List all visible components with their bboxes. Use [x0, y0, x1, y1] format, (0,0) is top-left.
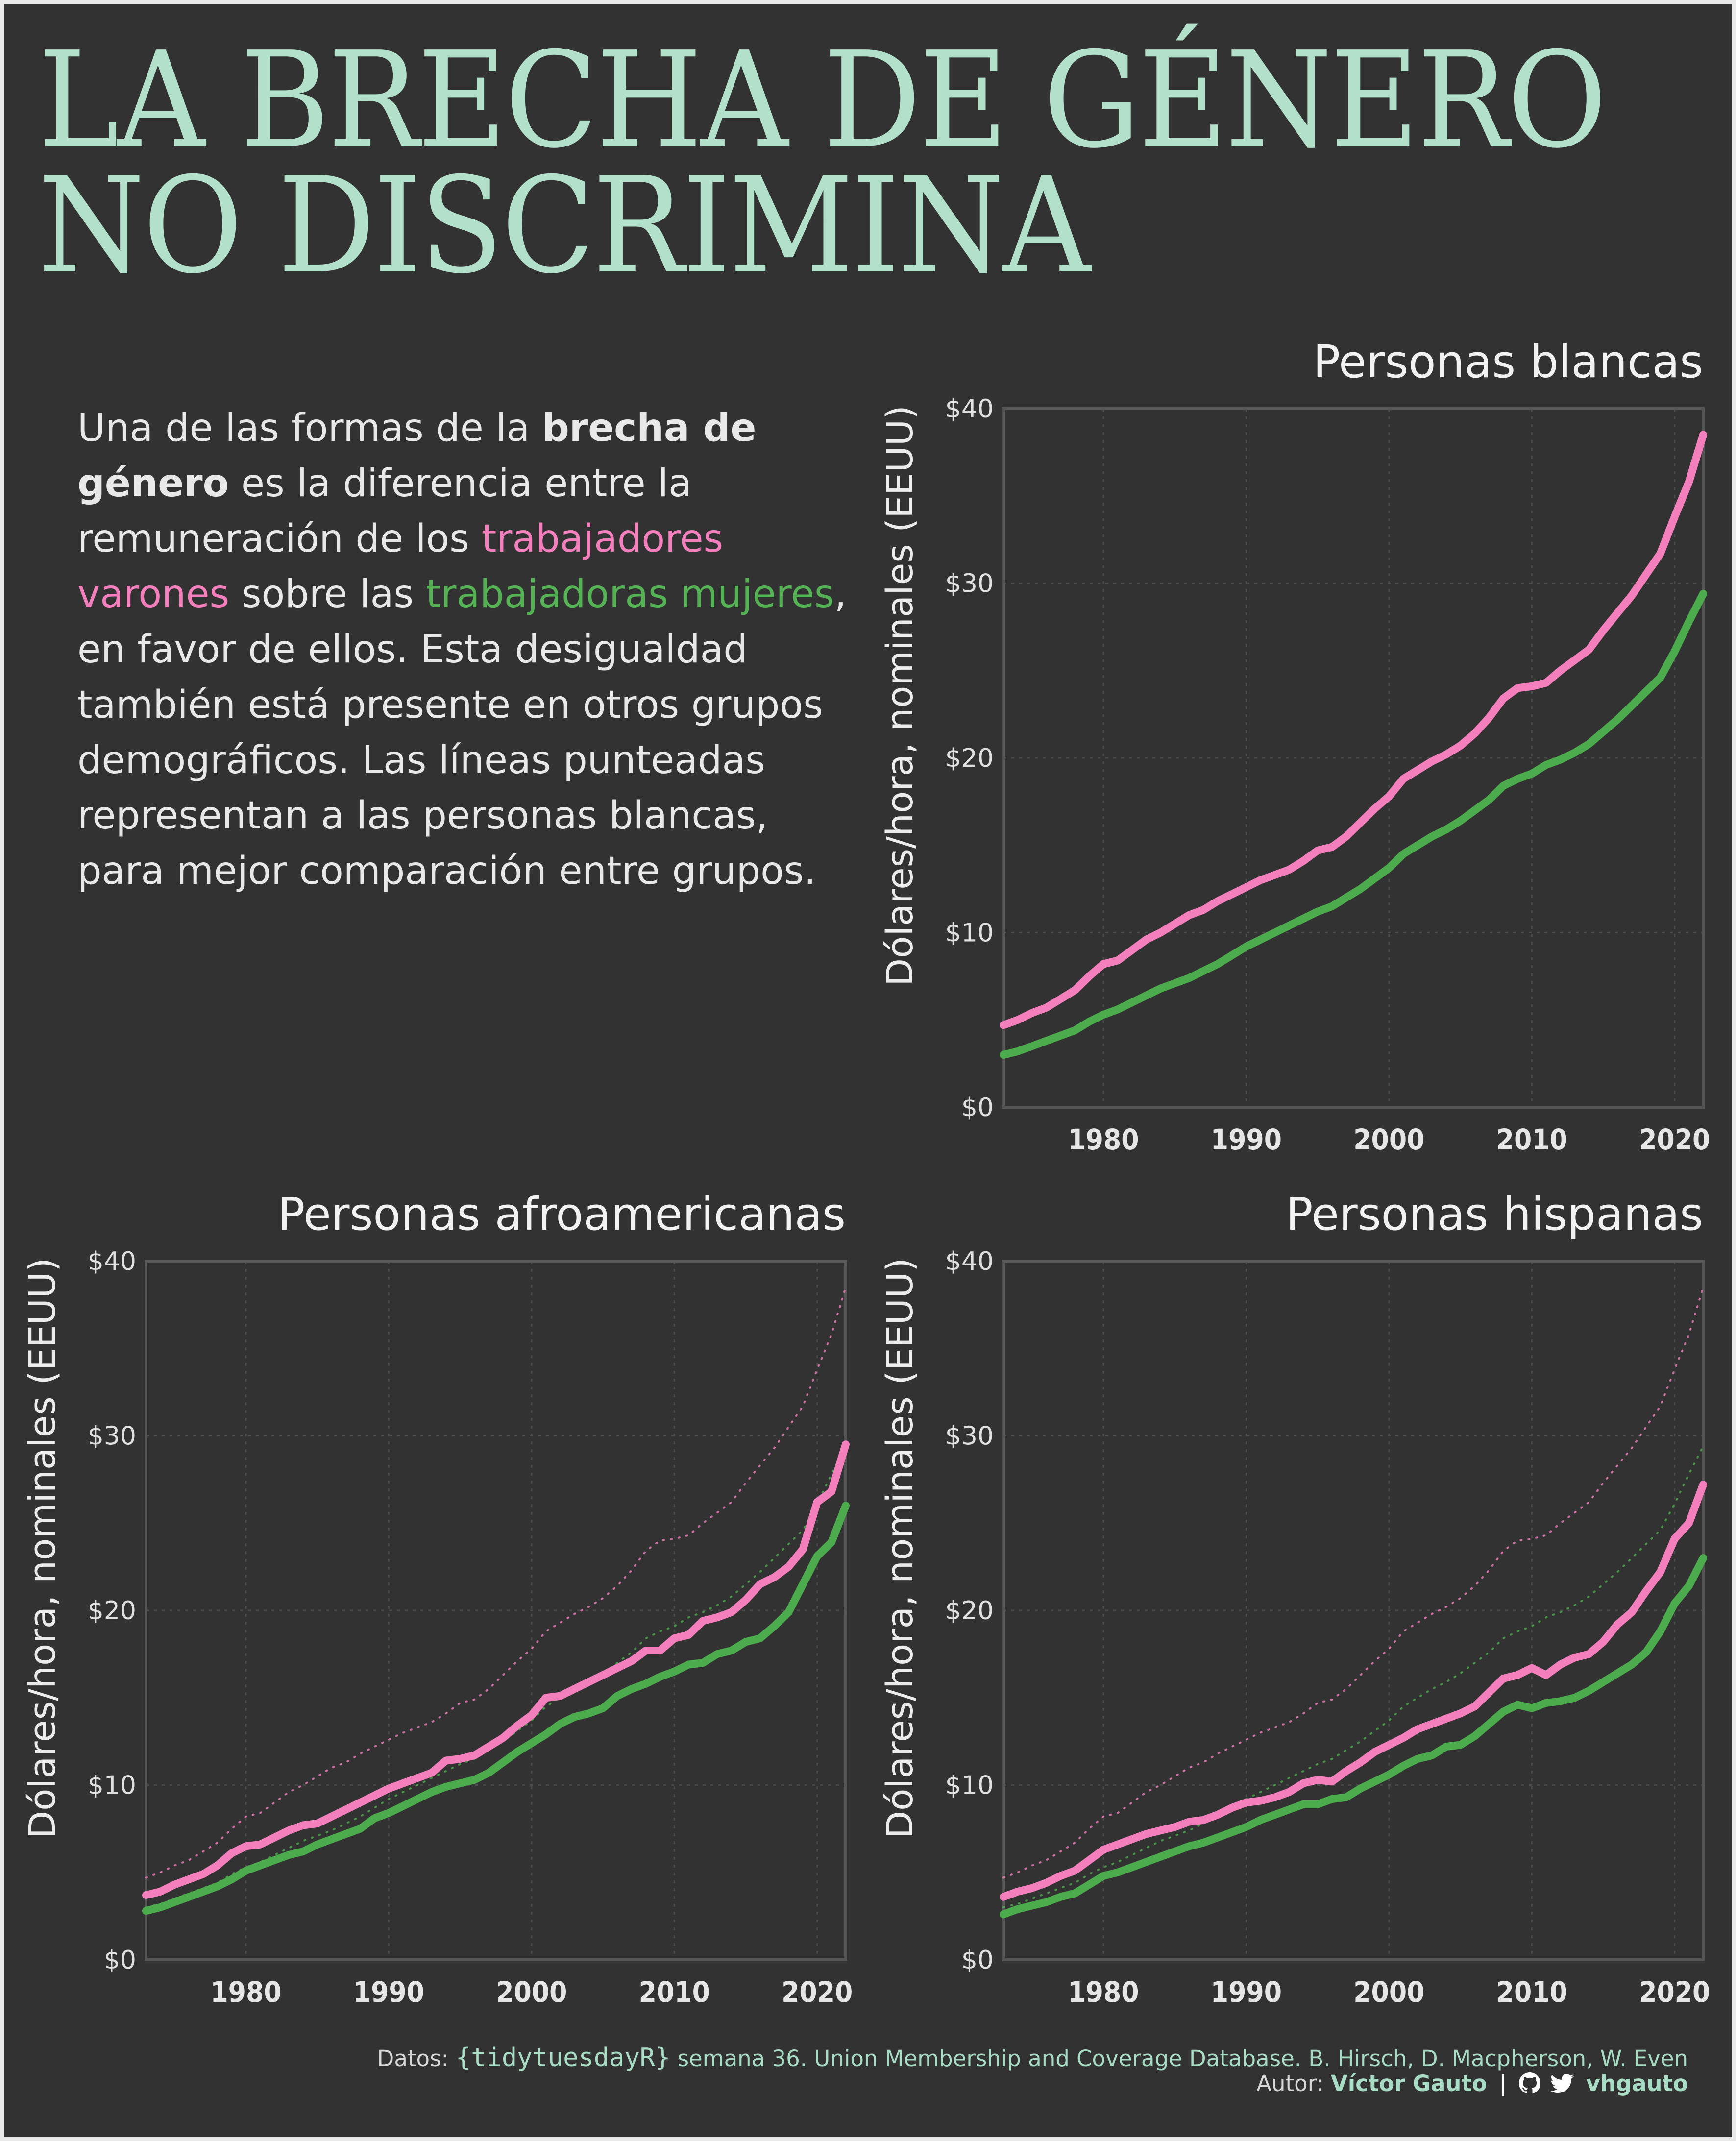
chart-title: Personas blancas: [1313, 337, 1703, 388]
y-tick-label: $40: [945, 394, 994, 424]
x-tick-label: 2020: [1639, 1123, 1710, 1156]
series-line-mujeres: [1000, 589, 1707, 1059]
x-tick-label: 2000: [1353, 1123, 1424, 1156]
caption-author-prefix: Autor:: [1256, 2070, 1324, 2096]
series-line-varones-blancos: [145, 1286, 847, 1879]
y-tick-label: $0: [104, 1946, 136, 1975]
x-tick-label: 2010: [1496, 1123, 1567, 1156]
y-tick-label: $20: [945, 744, 994, 773]
intro-paragraph: Una de las formas de la brecha de género…: [77, 401, 861, 899]
intro-bold-gender-gap: brecha de género: [77, 406, 757, 506]
chart-white: $0 $10 $20 $30 $40 1980 1990 2000 2010 2020 Perso…: [879, 337, 1710, 1156]
y-tick-label: $10: [945, 1771, 994, 1800]
intro-text-3: sobre las: [229, 572, 426, 616]
caption-author-name: Víctor Gauto: [1330, 2070, 1487, 2096]
y-tick-label: $40: [945, 1247, 994, 1276]
caption-author: Autor: Víctor Gauto | vhgauto: [1256, 2070, 1688, 2096]
intro-women-highlight: trabajadoras mujeres: [425, 572, 834, 616]
intro-text-4: , en favor de ellos. Esta desigualdad ta…: [77, 572, 847, 893]
y-tick-label: $40: [88, 1247, 136, 1276]
y-tick-label: $20: [88, 1596, 136, 1626]
intro-text-1: Una de las formas de la: [77, 406, 542, 450]
y-tick-label: $20: [945, 1596, 994, 1626]
x-tick-label: 2020: [782, 1975, 853, 2009]
caption-data-rest: semana 36. Union Membership and Coverage…: [677, 2045, 1688, 2071]
intro-text-2: es la diferencia entre la remuneración d…: [77, 462, 692, 561]
y-axis-label: Dólares/hora, nominales (EEUU): [879, 1258, 921, 1839]
caption-data-package: {tidytuesdayR}: [456, 2043, 671, 2072]
series-line-mujeres-blancas: [1002, 1445, 1704, 1908]
chart-black: $0 $10 $20 $30 $40 1980 1990 2000 2010 2020 Perso…: [22, 1190, 853, 2009]
series-line-mujeres: [142, 1502, 850, 1915]
y-tick-label: $0: [961, 1946, 994, 1975]
series-line-varones: [1000, 431, 1707, 1029]
caption-data-source: Datos: {tidytuesdayR} semana 36. Union M…: [377, 2043, 1688, 2072]
x-tick-label: 2000: [1353, 1975, 1424, 2009]
main-title-line-2: NO DISCRIMINA: [38, 148, 1091, 303]
y-axis-label: Dólares/hora, nominales (EEUU): [22, 1258, 64, 1839]
caption-data-prefix: Datos:: [377, 2045, 449, 2071]
x-tick-label: 1990: [1211, 1123, 1282, 1156]
main-title-line-1: LA BRECHA DE GÉNERO: [38, 23, 1607, 177]
series-line-mujeres: [1000, 1554, 1707, 1919]
x-tick-label: 1980: [1068, 1123, 1139, 1156]
chart-hispanic: $0 $10 $20 $30 $40 1980 1990 2000 2010 2020 Perso…: [879, 1190, 1710, 2009]
github-icon: [1518, 2072, 1540, 2094]
y-tick-label: $30: [945, 1422, 994, 1451]
y-tick-label: $0: [961, 1093, 994, 1122]
figure-canvas: LA BRECHA DE GÉNERO NO DISCRIMINA Una de…: [4, 4, 1732, 2137]
y-axis-label: Dólares/hora, nominales (EEUU): [879, 405, 921, 986]
series-line-varones: [1000, 1481, 1707, 1901]
caption-handle: vhgauto: [1586, 2070, 1688, 2096]
twitter-icon: [1550, 2074, 1574, 2093]
x-tick-label: 2010: [1496, 1975, 1567, 2009]
y-tick-label: $30: [88, 1422, 136, 1451]
series-line-mujeres-blancas: [145, 1445, 847, 1908]
chart-title: Personas hispanas: [1286, 1190, 1703, 1241]
plot-frame: [1002, 407, 1705, 1109]
x-tick-label: 2000: [496, 1975, 567, 2009]
series-line-varones: [142, 1440, 850, 1899]
intro-men-highlight: trabajadores varones: [77, 517, 724, 616]
y-tick-label: $10: [88, 1771, 136, 1800]
caption-separator: |: [1499, 2070, 1507, 2096]
x-tick-label: 1980: [1068, 1975, 1139, 2009]
x-tick-label: 1990: [1211, 1975, 1282, 2009]
x-tick-label: 1980: [210, 1975, 281, 2009]
x-tick-label: 2020: [1639, 1975, 1710, 2009]
plot-frame: [1002, 1260, 1705, 1961]
chart-title: Personas afroamericanas: [278, 1190, 846, 1241]
plot-frame: [145, 1260, 847, 1961]
x-tick-label: 2010: [639, 1975, 710, 2009]
x-tick-label: 1990: [353, 1975, 424, 2009]
y-tick-label: $30: [945, 569, 994, 599]
y-tick-label: $10: [945, 919, 994, 948]
